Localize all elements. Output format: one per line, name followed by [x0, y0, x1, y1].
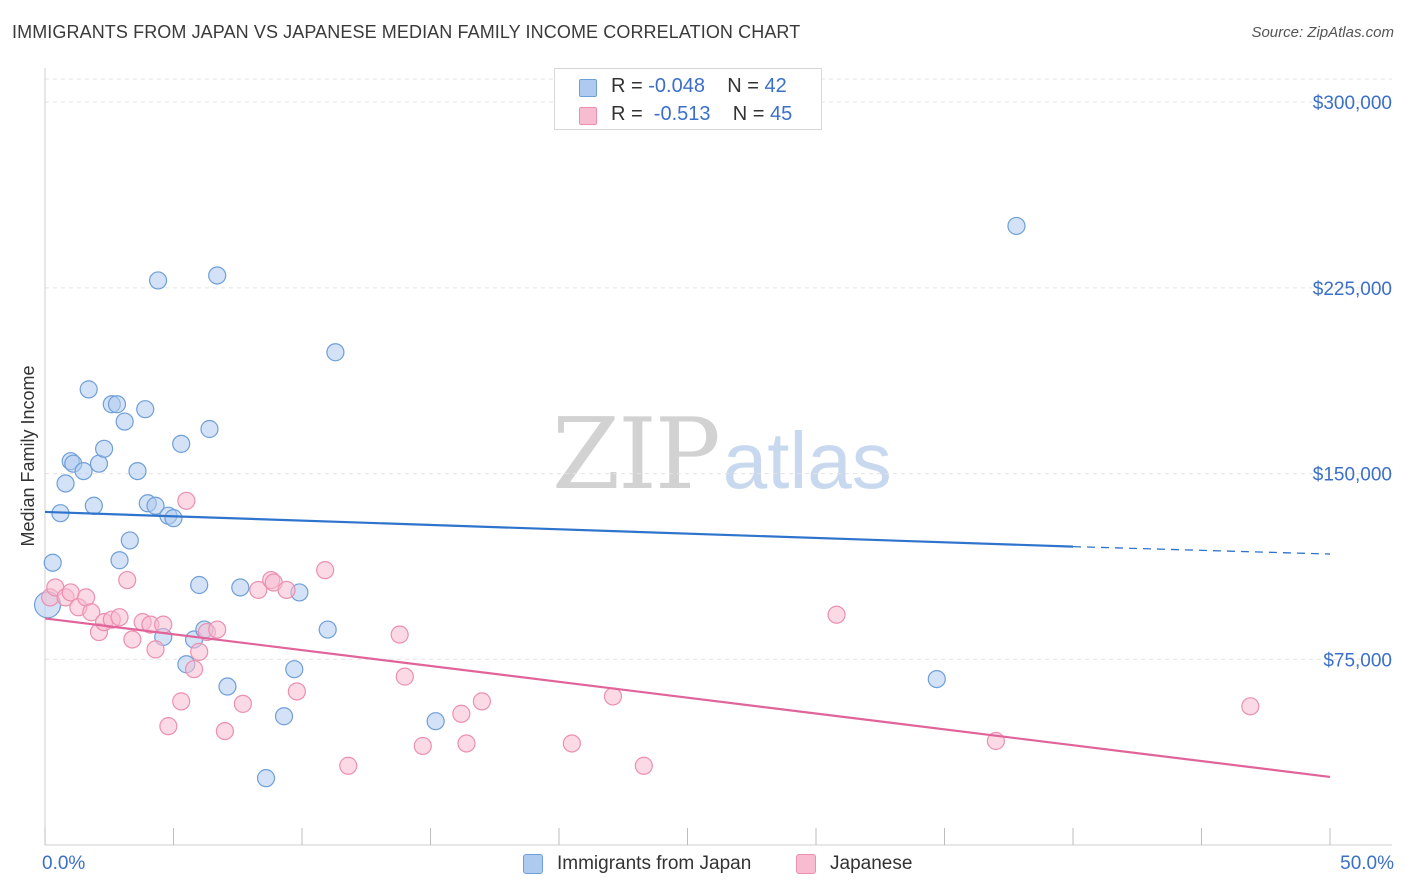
data-point — [95, 439, 114, 458]
x-tick-label: 50.0% — [1340, 853, 1394, 874]
x-tick-label: 0.0% — [42, 853, 85, 874]
data-point — [190, 642, 209, 661]
legend-r-value: -0.048 — [648, 75, 705, 97]
data-point — [128, 461, 147, 481]
data-point — [927, 669, 946, 689]
data-point — [79, 380, 98, 399]
legend-r-label: R = — [611, 75, 649, 97]
chart-title: IMMIGRANTS FROM JAPAN VS JAPANESE MEDIAN… — [12, 22, 801, 42]
data-point — [256, 769, 276, 788]
data-point — [452, 704, 471, 723]
series-legend: Immigrants from Japan Japanese — [0, 852, 1406, 878]
data-point — [107, 395, 127, 414]
data-point — [390, 625, 409, 644]
data-point — [110, 551, 129, 570]
trend-line-japanese — [44, 617, 1331, 778]
data-point — [123, 630, 142, 649]
data-point — [184, 660, 204, 679]
data-point — [208, 266, 227, 285]
data-point — [208, 620, 227, 639]
y-tick-label: $225,000 — [1313, 279, 1392, 300]
y-axis-label: Median Family Income — [18, 365, 38, 546]
data-point — [249, 580, 268, 600]
legend-swatch-pink — [796, 854, 816, 874]
data-point — [634, 756, 653, 775]
legend-label: Immigrants from Japan — [557, 853, 752, 874]
data-point — [233, 694, 252, 713]
source-credit: Source: ZipAtlas.com — [1251, 24, 1394, 41]
legend-n-value: 42 — [764, 75, 787, 97]
data-point — [413, 736, 432, 756]
data-point — [277, 580, 296, 600]
legend-n-value: 45 — [770, 103, 793, 125]
data-point — [1007, 216, 1026, 236]
axes — [44, 68, 1392, 846]
data-point — [115, 412, 134, 431]
data-point — [190, 575, 209, 595]
data-point — [110, 608, 129, 627]
watermark: ZIPatlas — [552, 398, 892, 512]
legend-label: Japanese — [830, 853, 913, 874]
data-point — [326, 343, 345, 362]
data-point — [316, 561, 335, 580]
legend-swatch-blue — [579, 79, 597, 97]
data-point — [603, 687, 623, 706]
series-japanese-points — [41, 491, 1260, 775]
data-point — [318, 620, 337, 639]
series-immigrants-from-japan-points — [33, 216, 1026, 788]
data-point — [200, 419, 219, 439]
data-point — [285, 660, 304, 679]
data-point — [136, 400, 155, 419]
data-point — [120, 531, 139, 550]
data-point — [172, 692, 191, 711]
data-point — [84, 496, 103, 515]
trend-line-immigrants-from-japan — [44, 510, 1074, 548]
data-point — [118, 570, 137, 590]
data-point — [472, 692, 491, 711]
legend-n-label: N = — [727, 75, 765, 97]
data-point — [426, 712, 445, 731]
data-point — [74, 461, 93, 481]
correlation-legend: R = -0.048 N = 42 R = -0.513 N = 45 — [554, 68, 822, 130]
y-tick-labels: $75,000 $150,000 $225,000 $300,000 — [1313, 93, 1392, 671]
grid-lines — [45, 78, 1392, 660]
y-tick-label: $75,000 — [1323, 650, 1392, 671]
trend-extension-immigrants-from-japan — [1072, 545, 1331, 555]
data-point — [154, 615, 173, 634]
legend-swatch-pink — [579, 107, 597, 125]
data-point — [159, 717, 178, 736]
data-point — [82, 603, 101, 622]
data-point — [231, 578, 250, 597]
legend-n-label: N = — [732, 103, 770, 125]
data-point — [164, 509, 183, 528]
data-point — [215, 721, 234, 741]
watermark-atlas: atlas — [722, 416, 892, 505]
data-point — [1241, 697, 1260, 716]
data-point — [287, 682, 306, 701]
data-point — [457, 734, 476, 753]
data-point — [43, 553, 62, 572]
data-point — [827, 605, 846, 624]
data-point — [218, 677, 237, 696]
data-point — [274, 707, 294, 726]
data-point — [56, 474, 75, 493]
watermark-zip: ZIP — [552, 398, 721, 512]
x-tick-labels: 0.0% 50.0% — [42, 853, 1394, 874]
data-point — [395, 667, 414, 686]
data-point — [339, 756, 358, 775]
trend-lines — [44, 510, 1331, 778]
data-point — [562, 734, 581, 753]
data-point — [177, 491, 196, 510]
y-tick-label: $300,000 — [1313, 93, 1392, 114]
data-point — [148, 271, 168, 290]
data-point — [146, 640, 165, 659]
legend-swatch-blue — [523, 854, 543, 874]
legend-r-value: -0.513 — [648, 103, 711, 125]
data-point — [172, 434, 191, 453]
legend-r-label: R = — [611, 103, 649, 125]
y-tick-label: $150,000 — [1313, 465, 1392, 486]
data-point — [146, 496, 165, 515]
